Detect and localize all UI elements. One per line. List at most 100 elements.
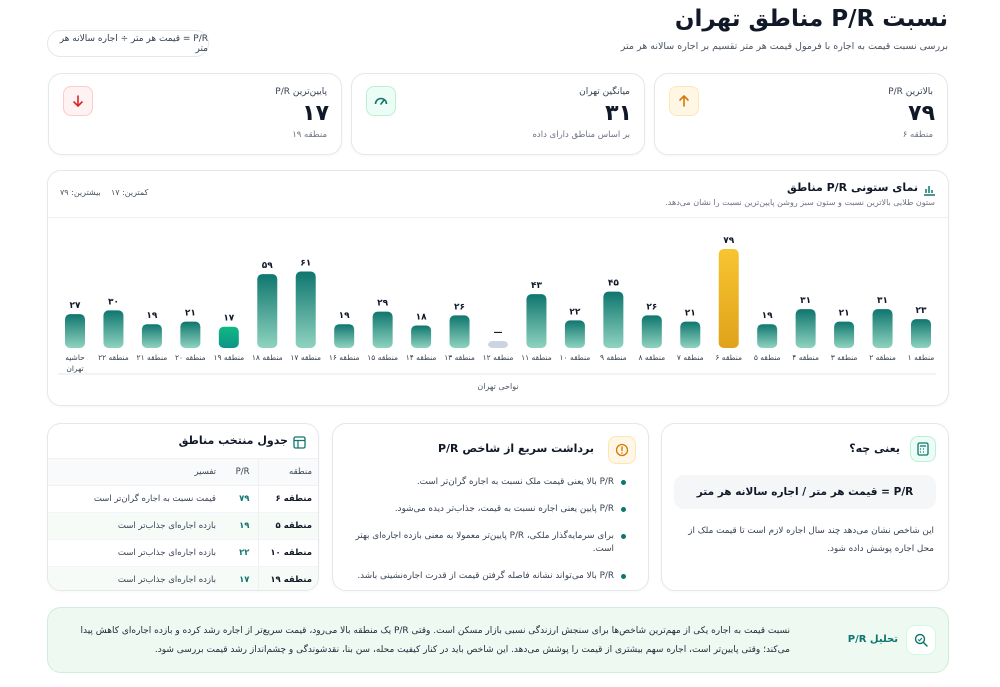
analysis-text: نسبت قیمت به اجاره یکی از مهم‌ترین شاخص‌… bbox=[80, 626, 790, 655]
page-subtitle: بررسی نسبت قیمت به اجاره با فرمول قیمت ه… bbox=[620, 41, 948, 52]
bar-value-label: ۴۳ bbox=[531, 281, 542, 291]
table-card: جدول منتخب مناطق منطقه P/R تفسیر منطقه ۶… bbox=[47, 423, 319, 591]
quick-item: P/R پایین یعنی اجاره نسبت به قیمت، جذاب‌… bbox=[346, 503, 626, 516]
chart-max-label: بیشترین: ۷۹ bbox=[60, 188, 101, 197]
cell-region: منطقه ۱۹ bbox=[257, 566, 318, 590]
gauge-icon bbox=[366, 86, 396, 116]
bar-value-label: ۲۲ bbox=[569, 307, 580, 317]
stat-min-value: ۱۷ bbox=[302, 101, 329, 126]
x-tick-label: منطقه ۱۷ bbox=[290, 353, 321, 362]
bar bbox=[564, 320, 585, 348]
stat-min-label: پایین‌ترین P/R bbox=[275, 87, 327, 97]
lightbulb-icon bbox=[608, 436, 636, 464]
bar-value-label: ۳۱ bbox=[800, 296, 811, 306]
x-tick-label: منطقه ۱۴ bbox=[406, 353, 437, 362]
calculator-icon bbox=[910, 436, 936, 462]
table-title: جدول منتخب مناطق bbox=[178, 434, 288, 447]
bar bbox=[411, 325, 432, 348]
chart-min-label: کمترین: ۱۷ bbox=[110, 188, 149, 197]
page-title: نسبت P/R مناطق تهران bbox=[674, 6, 948, 32]
what-is-title: یعنی چه؟ bbox=[849, 442, 900, 455]
stat-card-max: بالاترین P/R ۷۹ منطقه ۶ bbox=[654, 73, 948, 155]
bar bbox=[795, 309, 816, 348]
bar bbox=[603, 291, 624, 348]
quick-list: P/R بالا یعنی قیمت ملک نسبت به اجاره گرا… bbox=[346, 476, 626, 597]
x-tick-label: حاشیه bbox=[65, 353, 85, 362]
chart-minmax: کمترین: ۱۷ بیشترین: ۷۹ bbox=[60, 188, 148, 197]
cell-region: منطقه ۶ bbox=[257, 485, 318, 513]
stat-avg-label: میانگین تهران bbox=[579, 87, 630, 97]
quick-item: P/R بالا یعنی قیمت ملک نسبت به اجاره گرا… bbox=[346, 476, 626, 489]
stat-avg-value: ۳۱ bbox=[605, 101, 632, 126]
bar-value-label: ۲۹ bbox=[377, 299, 388, 309]
cell-note: بازده اجاره‌ای جذاب‌تر است bbox=[48, 539, 224, 567]
bar bbox=[180, 321, 201, 348]
bar-value-label: ۲۱ bbox=[185, 309, 196, 319]
cell-note: بازده اجاره‌ای جذاب‌تر است bbox=[48, 566, 224, 590]
bar bbox=[218, 326, 239, 348]
cell-pr: ۱۷ bbox=[224, 566, 258, 590]
bar-value-label: ۱۹ bbox=[146, 311, 157, 321]
what-is-desc: این شاخص نشان می‌دهد چند سال اجاره لازم … bbox=[688, 526, 934, 554]
table-header: تفسیر bbox=[48, 458, 224, 486]
x-tick-label: منطقه ۳ bbox=[831, 353, 858, 362]
bar-value-label: ۳۱ bbox=[877, 296, 888, 306]
x-axis-label: نواحی تهران bbox=[477, 382, 518, 391]
cell-pr: ۷۹ bbox=[224, 485, 258, 513]
search-chart-icon bbox=[906, 625, 936, 655]
cell-pr: ۲۲ bbox=[224, 539, 258, 567]
chart-card: نمای ستونی P/R مناطق ستون طلایی بالاترین… bbox=[47, 170, 949, 406]
bar bbox=[834, 321, 855, 348]
x-tick-label: منطقه ۱۶ bbox=[329, 353, 360, 362]
bar bbox=[334, 324, 355, 348]
stat-max-value: ۷۹ bbox=[908, 101, 935, 126]
bar bbox=[449, 315, 470, 348]
bar-value-label: ۲۳ bbox=[916, 306, 927, 316]
bar bbox=[103, 310, 124, 348]
bar bbox=[911, 319, 931, 348]
table-header: P/R bbox=[224, 458, 258, 486]
x-tick-label: تهران bbox=[66, 364, 83, 373]
bar bbox=[680, 321, 701, 348]
cell-region: منطقه ۱۰ bbox=[257, 539, 318, 567]
bar-chart-icon bbox=[923, 181, 936, 200]
x-tick-label: منطقه ۱۱ bbox=[521, 353, 552, 362]
x-tick-label: منطقه ۲ bbox=[869, 353, 896, 362]
arrow-up-icon bbox=[669, 86, 699, 116]
cell-note: قیمت نسبت به اجاره گران‌تر است bbox=[48, 485, 224, 513]
stat-card-min: پایین‌ترین P/R ۱۷ منطقه ۱۹ bbox=[48, 73, 342, 155]
bar-value-label: ۲۱ bbox=[839, 309, 850, 319]
stat-card-avg: میانگین تهران ۳۱ بر اساس مناطق دارای داد… bbox=[351, 73, 645, 155]
bar bbox=[65, 314, 85, 348]
what-is-formula: P/R = قیمت هر متر / اجاره سالانه هر متر bbox=[674, 475, 936, 509]
cell-region: منطقه ۵ bbox=[257, 512, 318, 540]
chart-subtitle: ستون طلایی بالاترین نسبت و ستون سبز روشن… bbox=[665, 198, 935, 207]
table-header: منطقه bbox=[257, 458, 318, 486]
bar-chart: ۲۳ منطقه ۱ ۳۱ منطقه ۲ ۲۱ منطقه ۳ ۳۱ منطقه ۴ ۱۹ من… bbox=[58, 236, 936, 391]
bar bbox=[718, 249, 739, 348]
x-tick-label: منطقه ۱ bbox=[908, 353, 935, 362]
quick-item: برای سرمایه‌گذار ملکی، P/R پایین‌تر معمو… bbox=[346, 530, 626, 556]
bar-value-label: ۳۰ bbox=[108, 297, 119, 307]
stat-min-note: منطقه ۱۹ bbox=[292, 130, 327, 140]
regions-table: منطقه P/R تفسیر منطقه ۶ ۷۹ قیمت نسبت به … bbox=[48, 458, 318, 590]
bar-value-label: ۱۹ bbox=[339, 311, 350, 321]
table-row: منطقه ۱۹ ۱۷ بازده اجاره‌ای جذاب‌تر است bbox=[48, 566, 318, 590]
arrow-down-icon bbox=[63, 86, 93, 116]
x-tick-label: منطقه ۱۳ bbox=[444, 353, 475, 362]
stat-max-label: بالاترین P/R bbox=[888, 87, 933, 97]
bar-value-label: ۱۹ bbox=[762, 311, 773, 321]
chart-title: نمای ستونی P/R مناطق bbox=[787, 181, 918, 194]
bar-value-label: ۵۹ bbox=[262, 261, 273, 271]
x-tick-label: منطقه ۱۲ bbox=[483, 353, 514, 362]
bar-value-label: ۶۱ bbox=[300, 259, 311, 269]
x-tick-label: منطقه ۴ bbox=[792, 353, 819, 362]
x-tick-label: منطقه ۲۲ bbox=[98, 353, 129, 362]
bar-value-label: ۱۷ bbox=[223, 314, 234, 324]
formula-pill: P/R = قیمت هر متر ÷ اجاره سالانه هر متر bbox=[47, 30, 209, 57]
x-tick-label: منطقه ۱۹ bbox=[213, 353, 244, 362]
quick-card: برداشت سریع از شاخص P/R P/R بالا یعنی قی… bbox=[332, 423, 649, 591]
x-tick-label: منطقه ۲۰ bbox=[175, 353, 206, 362]
x-tick-label: منطقه ۶ bbox=[715, 353, 742, 362]
analysis-banner: تحلیل P/R نسبت قیمت به اجاره یکی از مهم‌… bbox=[47, 607, 949, 673]
